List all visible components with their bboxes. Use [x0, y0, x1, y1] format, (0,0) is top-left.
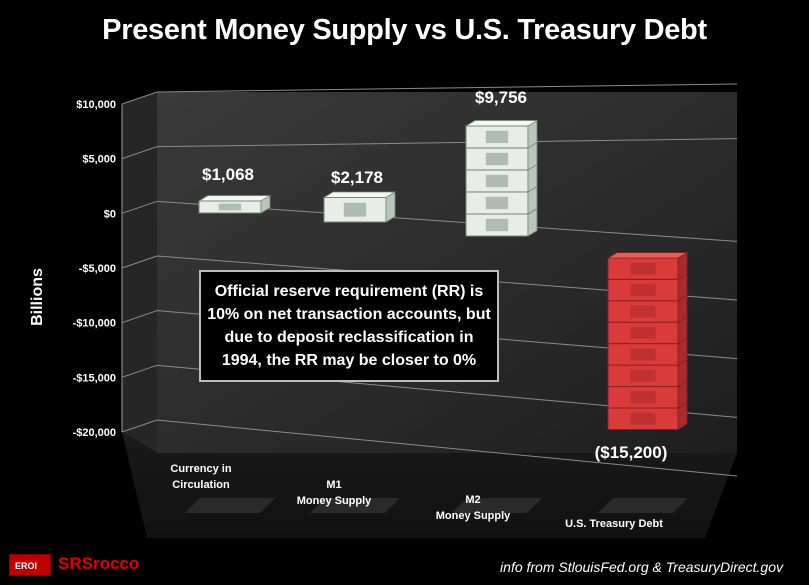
grid-line-side [121, 255, 158, 269]
bill-portrait [630, 262, 656, 275]
bar-shadow [598, 498, 688, 513]
bill-portrait [485, 152, 509, 166]
bill-portrait [630, 369, 656, 382]
money-stack-top [464, 120, 539, 127]
chart-side-wall [122, 92, 157, 453]
bill-portrait [218, 203, 242, 211]
grid-line [156, 419, 738, 477]
bar-shadow [185, 498, 275, 513]
grid-line-side [121, 310, 158, 324]
annotation-line: due to deposit reclassification in [224, 329, 474, 346]
data-label: $1,068 [202, 165, 254, 184]
money-stack-top [322, 191, 397, 198]
y-tick-label: $10,000 [76, 99, 116, 111]
bar-1 [310, 191, 400, 513]
bill-portrait [630, 327, 656, 340]
x-tick-label: M2 [465, 494, 480, 506]
x-tick-label: Currency in [170, 463, 231, 475]
money-stack-top [606, 252, 689, 259]
brand-name: SRSrocco [58, 554, 140, 573]
bill-portrait [343, 202, 367, 217]
money-stack-top [197, 195, 272, 202]
data-label: $9,756 [475, 88, 527, 107]
bill-portrait [630, 284, 656, 297]
chart-floor [122, 432, 737, 538]
x-tick-label: Money Supply [297, 495, 372, 507]
bill-portrait [485, 130, 509, 144]
grid-line-side [121, 364, 158, 378]
source-note: info from StlouisFed.org & TreasuryDirec… [500, 559, 783, 575]
y-tick-label: $5,000 [82, 154, 116, 166]
x-tick-label: Circulation [172, 479, 230, 491]
bill-portrait [630, 305, 656, 318]
chart-title: Present Money Supply vs U.S. Treasury De… [102, 14, 707, 46]
x-tick-label: Money Supply [436, 510, 511, 522]
annotation-box: Official reserve requirement (RR) is 10%… [199, 270, 499, 382]
y-tick-label: -$10,000 [73, 318, 116, 330]
annotation-line: 10% on net transaction accounts, but [207, 306, 491, 323]
bar-0 [185, 194, 275, 513]
eroi-logo: EROI [9, 554, 51, 576]
y-tick-label: -$5,000 [79, 263, 116, 275]
grid-line-side [121, 146, 158, 160]
y-tick-label: -$15,000 [73, 372, 116, 384]
bar-shadow [310, 498, 400, 513]
bill-portrait [630, 391, 656, 404]
data-label: ($15,200) [595, 443, 668, 462]
money-brick-side [677, 401, 688, 431]
y-tick-label: -$20,000 [73, 427, 116, 439]
bar-2 [452, 119, 542, 513]
grid-line-side [121, 200, 158, 214]
y-axis-title: Billions [29, 268, 46, 326]
x-tick-label: M1 [326, 479, 341, 491]
logo-text: EROI [15, 561, 38, 571]
y-tick-label: $0 [104, 208, 116, 220]
bar-3 [598, 251, 689, 513]
grid-line [156, 138, 738, 148]
grid-line [156, 83, 738, 93]
bill-portrait [485, 218, 509, 232]
x-tick-label: U.S. Treasury Debt [565, 518, 663, 530]
bill-portrait [630, 412, 656, 425]
grid-line-side [121, 91, 158, 105]
data-label: $2,178 [331, 168, 383, 187]
grid-line-side [121, 419, 158, 433]
annotation-line: Official reserve requirement (RR) is [214, 283, 484, 300]
bill-portrait [485, 174, 509, 188]
annotation-line: 1994, the RR may be closer to 0% [221, 352, 477, 369]
bar-shadow [452, 498, 542, 513]
bill-portrait [485, 196, 509, 210]
bill-portrait [630, 348, 656, 361]
